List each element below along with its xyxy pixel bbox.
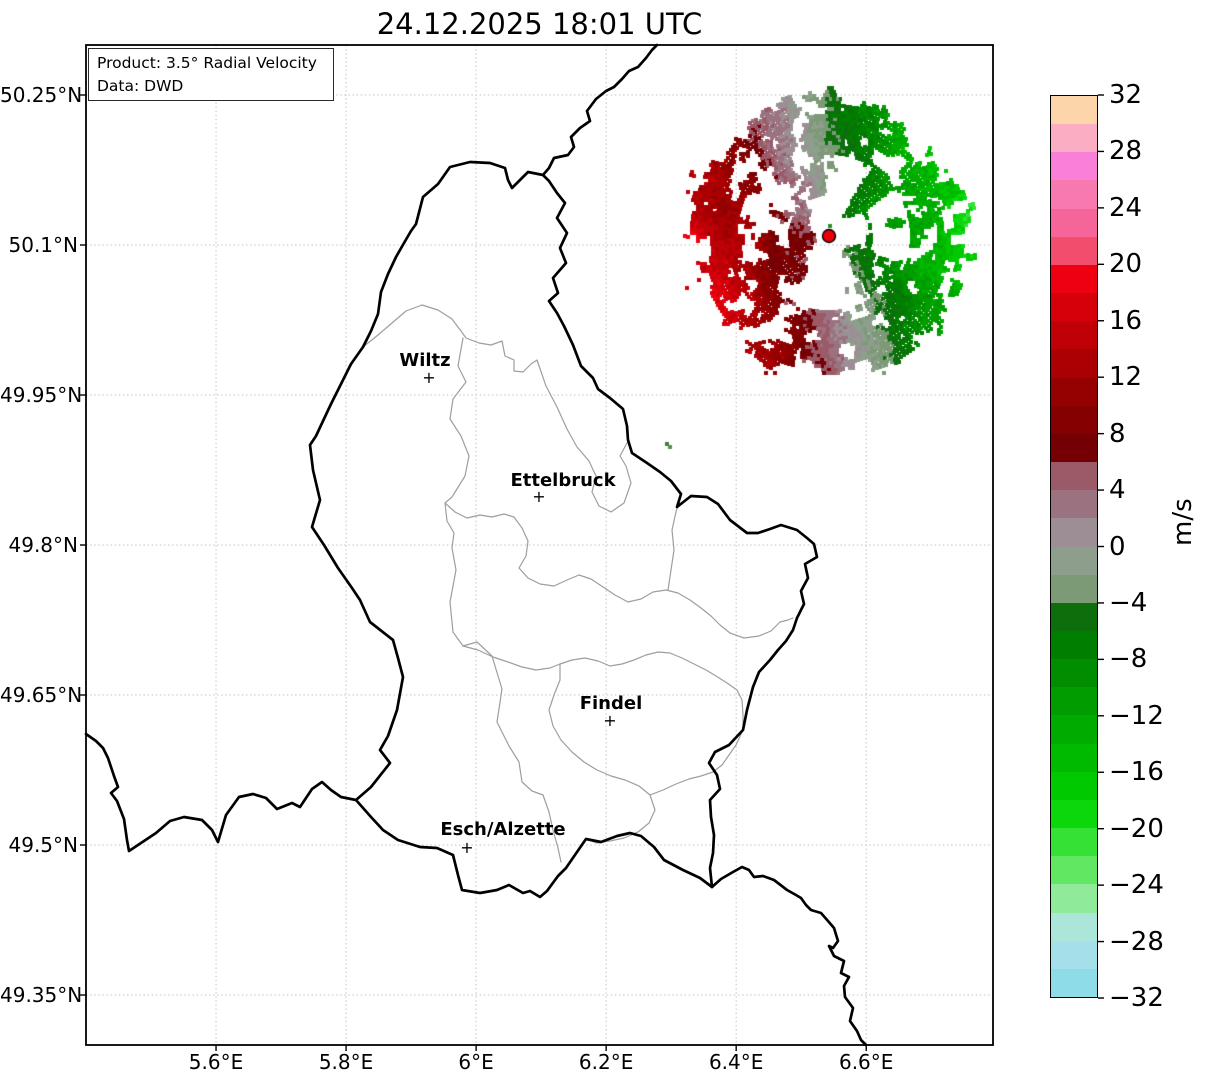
colorbar-tick-label: 32 <box>1109 80 1143 110</box>
x-axis-tick-label: 5.8°E <box>318 1050 374 1074</box>
city-label: Findel <box>579 693 643 714</box>
colorbar-band <box>1051 630 1097 660</box>
product-info-box: Product: 3.5° Radial Velocity Data: DWD <box>88 48 334 101</box>
city-plus-marker: + <box>532 487 546 506</box>
colorbar-tick-label: −16 <box>1109 757 1164 788</box>
x-axis-tick-label: 5.6°E <box>188 1050 244 1074</box>
colorbar-band <box>1051 546 1097 575</box>
colorbar-band <box>1051 574 1097 603</box>
x-axis-tick-label: 6°E <box>458 1050 494 1074</box>
data-source-line: Data: DWD <box>97 77 184 96</box>
colorbar-tick-label: 24 <box>1109 192 1143 223</box>
velocity-colorbar <box>1050 95 1098 998</box>
colorbar-band <box>1051 462 1097 491</box>
colorbar-tick-label: 0 <box>1109 531 1126 562</box>
colorbar-tick-label: 12 <box>1109 362 1143 393</box>
colorbar-tick-label: 28 <box>1109 136 1143 167</box>
colorbar-tick-label: −8 <box>1109 644 1148 675</box>
colorbar-band <box>1051 321 1097 350</box>
y-axis-tick-label: 49.8°N <box>8 533 79 557</box>
colorbar-band <box>1051 602 1097 631</box>
colorbar-band <box>1051 264 1097 294</box>
colorbar-tick-label: 4 <box>1109 475 1126 506</box>
colorbar-band <box>1051 377 1097 406</box>
city-label: Wiltz <box>399 350 451 371</box>
colorbar-band <box>1051 124 1097 153</box>
colorbar-band <box>1051 96 1097 125</box>
colorbar-band <box>1051 180 1097 209</box>
colorbar-band <box>1051 293 1097 322</box>
x-axis-tick-label: 6.4°E <box>708 1050 764 1074</box>
y-axis-tick-label: 49.65°N <box>0 683 83 707</box>
colorbar-band <box>1051 912 1097 941</box>
colorbar-band <box>1051 771 1097 800</box>
colorbar-band <box>1051 799 1097 829</box>
city-label: Ettelbruck <box>510 470 616 491</box>
colorbar-band <box>1051 518 1097 547</box>
city-plus-marker: + <box>603 711 617 730</box>
colorbar-tick-label: −12 <box>1109 700 1164 731</box>
colorbar-band <box>1051 968 1097 997</box>
x-axis-tick-label: 6.6°E <box>838 1050 894 1074</box>
colorbar-band <box>1051 349 1097 378</box>
city-label: Esch/Alzette <box>440 819 566 840</box>
colorbar-tick-label: 16 <box>1109 305 1143 336</box>
colorbar-band <box>1051 687 1097 716</box>
colorbar-band <box>1051 659 1097 688</box>
colorbar-band <box>1051 433 1097 463</box>
colorbar-band <box>1051 405 1097 434</box>
colorbar-band <box>1051 208 1097 237</box>
y-axis-tick-label: 49.35°N <box>0 983 83 1007</box>
colorbar-tick-label: −24 <box>1109 870 1164 901</box>
y-axis-tick-label: 50.1°N <box>8 233 79 257</box>
y-axis-tick-label: 50.25°N <box>0 83 83 107</box>
y-axis-tick-label: 49.5°N <box>8 833 79 857</box>
colorbar-tick-label: −28 <box>1109 926 1164 957</box>
x-axis-tick-label: 6.2°E <box>578 1050 634 1074</box>
y-axis-tick-label: 49.95°N <box>0 383 83 407</box>
colorbar-tick-label: 8 <box>1109 418 1126 449</box>
colorbar-band <box>1051 884 1097 913</box>
colorbar-tick-label: −32 <box>1109 983 1164 1013</box>
colorbar-band <box>1051 940 1097 969</box>
colorbar-band <box>1051 856 1097 885</box>
colorbar-band <box>1051 490 1097 519</box>
city-plus-marker: + <box>422 368 436 387</box>
colorbar-band <box>1051 152 1097 181</box>
product-line: Product: 3.5° Radial Velocity <box>97 54 317 72</box>
colorbar-band <box>1051 743 1097 772</box>
colorbar-band <box>1051 236 1097 265</box>
city-plus-marker: + <box>460 838 474 857</box>
colorbar-tick-label: 20 <box>1109 249 1143 280</box>
colorbar-tick-label: −20 <box>1109 813 1164 844</box>
colorbar-band <box>1051 715 1097 744</box>
colorbar-tick-label: −4 <box>1109 587 1148 618</box>
colorbar-band <box>1051 828 1097 857</box>
